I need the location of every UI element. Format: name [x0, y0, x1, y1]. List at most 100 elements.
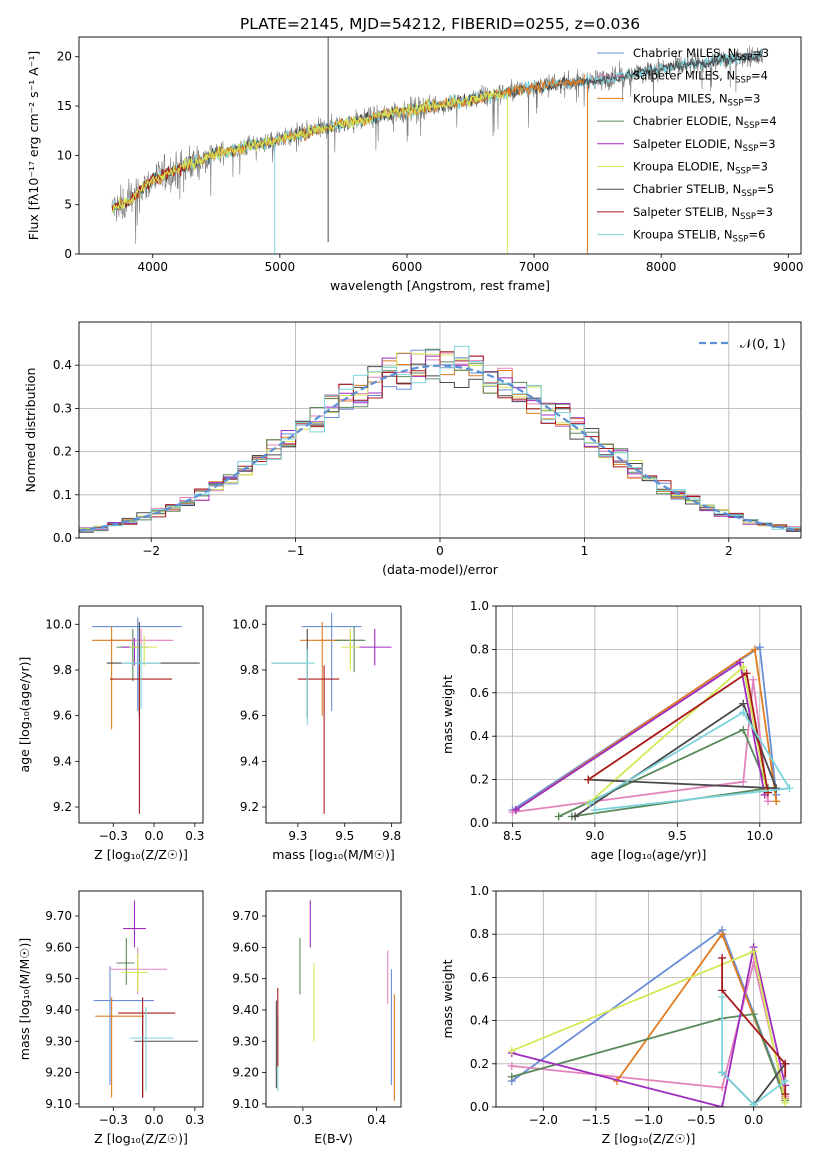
plot-area	[92, 617, 200, 814]
y-tick-label: 9.4	[240, 754, 259, 768]
legend-entry-text: Salpeter STELIB, N	[633, 205, 740, 219]
mass-weight-marker	[590, 805, 599, 814]
y-tick-label: 9.30	[232, 1034, 259, 1048]
y-axis-label: mass [log₁₀(M/M☉)]	[17, 938, 32, 1060]
mass-weight-marker	[764, 797, 773, 806]
y-tick-label: 0.8	[470, 927, 489, 941]
y-axis-label: age [log₁₀(age/yr)]	[17, 657, 32, 773]
y-tick-label: 0.2	[53, 445, 72, 459]
y-tick-label: 0.4	[53, 358, 72, 372]
legend-entry-count: =4	[760, 114, 777, 128]
x-axis-label: Z [log₁₀(Z/Z☉)]	[94, 1131, 188, 1146]
y-tick-label: 0.4	[470, 729, 489, 743]
plot-area	[79, 322, 801, 538]
y-tick-label: 15	[57, 99, 72, 113]
x-tick-label: 5000	[265, 260, 296, 274]
y-axis-label: Flux [fλ10⁻¹⁷ erg cm⁻² s⁻¹ A⁻¹]	[26, 51, 41, 240]
y-tick-label: 9.70	[232, 909, 259, 923]
x-tick-label: 0.3	[185, 829, 204, 843]
legend-entry-label: Salpeter STELIB, NSSP=3	[633, 205, 773, 222]
mass-weight-marker	[749, 1010, 758, 1019]
y-tick-label: 0.6	[470, 686, 489, 700]
z-mass-panel: −0.3 0.0 0.3 9.10 9.20 9.30 9.40 9.50 9.60 9.70 Z …	[17, 890, 204, 1146]
mass-weight-marker	[584, 775, 593, 784]
mass-weight-marker	[755, 643, 764, 652]
age-weight-panel: 8.5 9.0 9.5 10.0 0.0 0.2 0.4 0.6 0.8 1.0 age [log₁…	[440, 599, 802, 862]
y-tick-label: 9.6	[240, 709, 259, 723]
mass-weight-marker	[781, 1090, 790, 1099]
y-tick-label: 9.40	[45, 1003, 72, 1017]
y-axis-label: mass weight	[440, 959, 455, 1038]
y-tick-label: 9.60	[45, 940, 72, 954]
legend-entry-subscript: SSP	[735, 167, 751, 177]
legend-entry-subscript: SSP	[733, 235, 749, 245]
mass-weight-marker	[739, 777, 748, 786]
ebv-mass-panel: 0.3 0.4 9.10 9.20 9.30 9.40 9.50 9.60 9.70 E(B-V)	[232, 890, 402, 1146]
mass-weight-marker	[507, 1061, 516, 1070]
y-tick-label: 9.8	[53, 663, 72, 677]
legend-entry-label: Chabrier ELODIE, NSSP=4	[633, 114, 777, 131]
x-tick-label: 2	[725, 544, 733, 558]
mass-weight-marker	[739, 725, 748, 734]
mass-weight-marker	[785, 784, 794, 793]
z-weight-panel: −2.0 −1.5 −1.0 −0.5 0.0 0.0 0.2 0.4 0.6 0.8 1.0 Z […	[440, 884, 802, 1146]
mass-weight-marker	[554, 812, 563, 821]
x-tick-label: 0.0	[744, 1113, 763, 1127]
plot-area	[275, 900, 395, 1101]
x-tick-label: 6000	[392, 260, 423, 274]
y-tick-label: 5	[64, 198, 72, 212]
mass-weight-marker	[507, 1072, 516, 1081]
x-tick-label: −2.0	[529, 1113, 558, 1127]
plot-area	[496, 891, 801, 1107]
x-tick-label: 9.5	[335, 829, 354, 843]
legend-entry-subscript: SSP	[736, 53, 752, 63]
x-axis-label: wavelength [Angstrom, rest frame]	[330, 278, 550, 293]
model-spectrum-line	[111, 89, 506, 214]
y-tick-label: 0.2	[470, 773, 489, 787]
x-tick-label: 8.5	[503, 829, 522, 843]
y-tick-label: 0.0	[53, 531, 72, 545]
legend-entry-text: Chabrier STELIB, N	[633, 182, 741, 196]
y-tick-label: 10.0	[232, 617, 259, 631]
legend-entry-label: Kroupa ELODIE, NSSP=3	[633, 160, 768, 177]
legend-entry-label: Salpeter MILES, NSSP=4	[633, 69, 768, 86]
spectrum-panel: 4000 5000 6000 7000 8000 9000 0 5 10 15 20 waveleng…	[26, 36, 804, 293]
y-axis-label: mass weight	[440, 675, 455, 754]
mass-weight-marker	[781, 1098, 790, 1107]
legend-entry-text: Kroupa ELODIE, N	[633, 160, 735, 174]
x-tick-label: 0.0	[145, 1113, 164, 1127]
x-tick-label: 10.0	[746, 829, 773, 843]
x-tick-label: −0.3	[99, 829, 128, 843]
y-tick-label: 9.70	[45, 909, 72, 923]
y-tick-label: 0.3	[53, 401, 72, 415]
mass-weight-marker	[749, 1100, 758, 1107]
legend-entry-subscript: SSP	[735, 76, 751, 86]
legend-entry-subscript: SSP	[744, 121, 760, 131]
legend-entry-count: =3	[759, 137, 776, 151]
legend-entry-count: =3	[751, 160, 768, 174]
x-tick-label: 9.5	[668, 829, 687, 843]
y-tick-label: 0.0	[470, 1100, 489, 1114]
z-age-panel: −0.3 0.0 0.3 9.2 9.4 9.6 9.8 10.0 Z [log₁₀(Z/Z☉)…	[17, 605, 204, 862]
y-tick-label: 20	[57, 50, 72, 64]
legend-entry-count: =3	[756, 205, 773, 219]
mass-weight-marker	[749, 947, 758, 956]
x-axis-label: mass [log₁₀(M/M☉)]	[272, 847, 394, 862]
y-tick-label: 9.10	[232, 1097, 259, 1111]
legend-entry-label: Salpeter ELODIE, NSSP=3	[633, 137, 776, 154]
mass-weight-marker	[781, 1077, 790, 1086]
legend-entry-count: =5	[757, 182, 774, 196]
legend-entry-text: Kroupa MILES, N	[633, 91, 728, 105]
axes-frame	[78, 605, 204, 824]
legend-entry-count: =6	[748, 228, 765, 242]
x-tick-label: 0.4	[367, 1113, 386, 1127]
mass-weight-line	[512, 678, 769, 813]
legend-entry-text: Salpeter ELODIE, N	[633, 137, 743, 151]
y-tick-label: 9.10	[45, 1097, 72, 1111]
y-tick-label: 9.60	[232, 940, 259, 954]
legend-entry-subscript: SSP	[743, 144, 759, 154]
mass-weight-marker	[718, 953, 727, 962]
y-tick-label: 0	[64, 247, 72, 261]
mass-weight-line	[511, 1013, 787, 1101]
